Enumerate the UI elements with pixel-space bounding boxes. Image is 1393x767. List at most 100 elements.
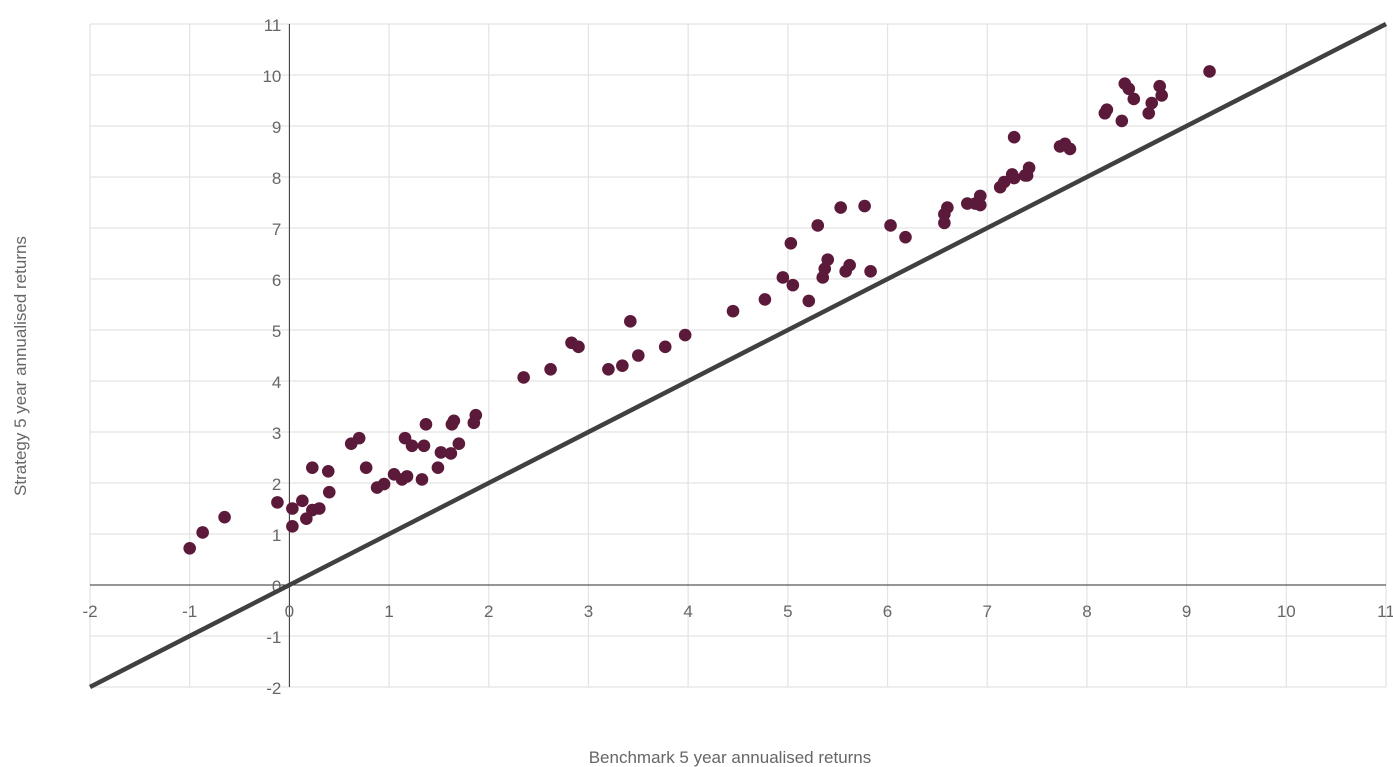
scatter-point [1100, 103, 1114, 116]
scatter-point [452, 437, 466, 451]
scatter-point [802, 294, 816, 308]
diagonal-reference-line [88, 21, 1388, 690]
data-points [183, 65, 1216, 555]
scatter-point [312, 502, 326, 515]
x-tick-label: 10 [1277, 602, 1296, 621]
scatter-point [286, 502, 299, 515]
scatter-point [678, 328, 692, 342]
x-tick-label: 8 [1082, 602, 1091, 621]
scatter-point [415, 473, 429, 486]
scatter-point [726, 304, 740, 318]
reference-line [88, 21, 1388, 690]
scatter-point [858, 199, 871, 213]
scatter-point [811, 219, 825, 232]
scatter-point [884, 219, 897, 232]
y-tick-label: 4 [272, 373, 281, 392]
y-tick-label: 11 [264, 16, 282, 35]
scatter-point [417, 439, 431, 453]
x-tick-label: 6 [883, 602, 892, 621]
scatter-point [321, 464, 335, 478]
scatter-point [296, 494, 309, 508]
scatter-point [434, 446, 448, 459]
y-tick-label: 10 [262, 67, 281, 86]
scatter-point [377, 477, 391, 491]
y-tick-label: 6 [272, 271, 281, 290]
scatter-point [447, 414, 461, 428]
x-tick-label: 11 [1377, 602, 1393, 621]
scatter-point [1122, 82, 1136, 96]
scatter-point [632, 349, 645, 362]
scatter-point [544, 362, 557, 376]
x-tick-label: 0 [285, 602, 294, 621]
scatter-point [658, 340, 672, 354]
scatter-point [400, 470, 414, 483]
scatter-point [572, 340, 585, 354]
scatter-point [938, 216, 951, 230]
scatter-point [431, 461, 445, 475]
scatter-point [1203, 65, 1216, 78]
scatter-point [1022, 161, 1036, 175]
y-tick-label: 2 [272, 475, 281, 494]
scatter-point [322, 485, 336, 499]
scatter-point [286, 520, 299, 533]
scatter-point [602, 362, 615, 376]
y-tick-label: 7 [272, 220, 281, 239]
scatter-point [834, 201, 847, 214]
x-tick-labels: -2 -1 0 1 2 3 4 5 6 7 8 9 10 11 [82, 602, 1393, 621]
scatter-point [758, 293, 772, 306]
scatter-point [352, 431, 366, 445]
scatter-point [359, 461, 373, 475]
y-tick-label: -1 [266, 628, 281, 647]
x-tick-label: 3 [584, 602, 593, 621]
x-tick-label: -2 [82, 602, 97, 621]
x-axis-title: Benchmark 5 year annualised returns [589, 748, 872, 767]
grid [89, 23, 1387, 688]
scatter-point [196, 526, 209, 539]
scatter-point [1063, 142, 1077, 156]
x-tick-label: 5 [783, 602, 792, 621]
scatter-point [517, 371, 530, 384]
x-tick-label: 1 [384, 602, 393, 621]
scatter-point [1115, 114, 1129, 128]
y-axis-title: Strategy 5 year annualised returns [11, 236, 30, 496]
scatter-point [1127, 92, 1141, 106]
scatter-point [864, 265, 877, 278]
scatter-point [1142, 106, 1156, 120]
scatter-point [183, 541, 196, 555]
scatter-point [218, 510, 231, 524]
x-tick-label: 7 [982, 602, 991, 621]
y-tick-label: 1 [272, 526, 281, 545]
y-tick-labels: -2 -1 0 1 2 3 4 5 6 7 8 9 10 11 [262, 16, 281, 698]
scatter-point [786, 278, 800, 292]
scatter-point [973, 198, 987, 212]
scatter-point [469, 408, 483, 422]
y-tick-label: 8 [272, 169, 281, 188]
scatter-point [843, 258, 856, 272]
scatter-point [624, 315, 637, 328]
x-tick-label: 2 [484, 602, 493, 621]
scatter-point [1007, 130, 1021, 144]
x-tick-label: -1 [182, 602, 197, 621]
scatter-point [1007, 171, 1021, 185]
axes [90, 24, 1386, 687]
scatter-point [899, 230, 912, 244]
scatter-point [306, 461, 319, 475]
x-tick-label: 4 [683, 602, 692, 621]
scatter-point [973, 189, 987, 203]
scatter-point [419, 418, 433, 431]
y-tick-label: 9 [272, 118, 281, 137]
y-tick-label: 3 [272, 424, 281, 443]
scatter-point [271, 496, 284, 509]
scatter-point [941, 201, 954, 214]
scatter-point [616, 359, 629, 373]
scatter-point [405, 439, 419, 453]
scatter-point [997, 175, 1011, 189]
scatter-point [776, 271, 790, 284]
scatter-point [444, 447, 458, 460]
y-tick-label: -2 [266, 679, 281, 698]
x-tick-label: 9 [1182, 602, 1191, 621]
scatter-point [1155, 89, 1168, 102]
scatter-point [821, 253, 835, 266]
y-tick-label: 5 [272, 322, 281, 341]
